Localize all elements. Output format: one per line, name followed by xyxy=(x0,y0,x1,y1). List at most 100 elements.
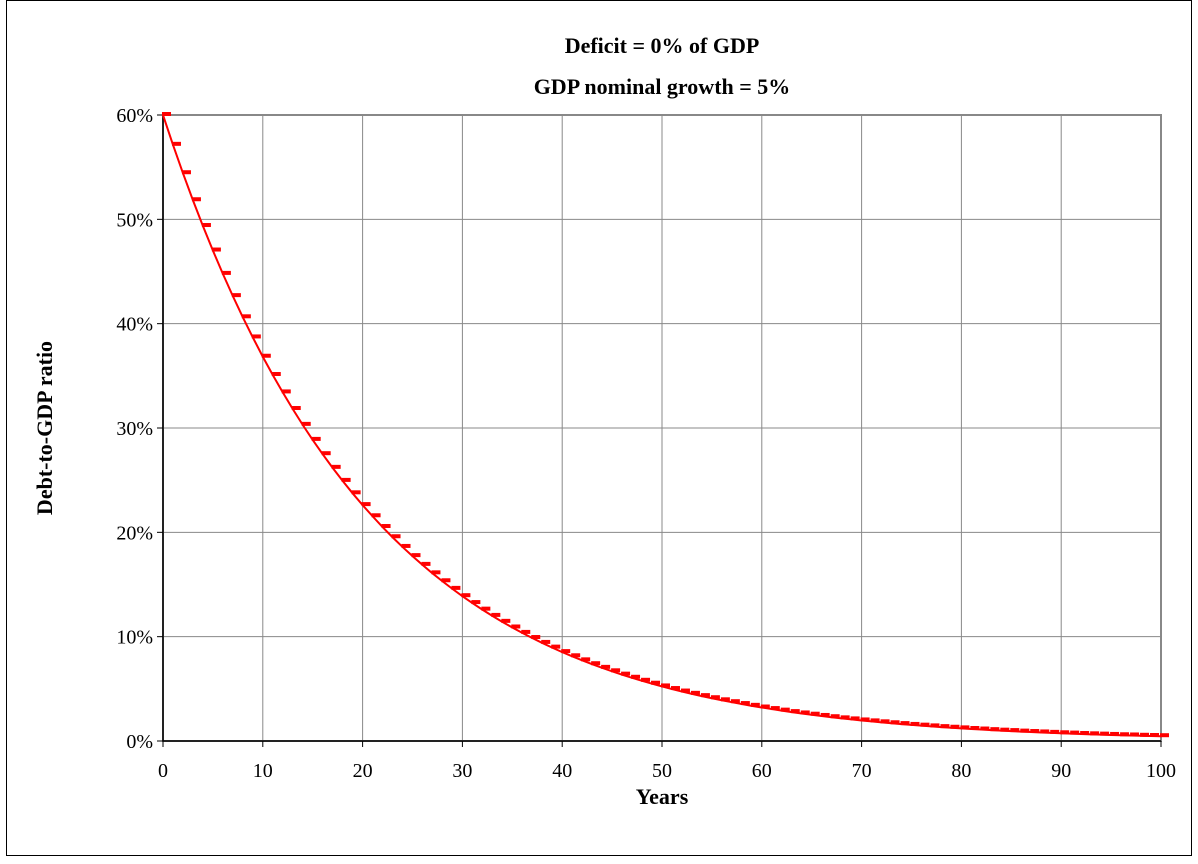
data-marker xyxy=(401,543,411,548)
x-tick-label: 0 xyxy=(158,760,168,782)
data-marker xyxy=(1040,729,1050,734)
data-marker xyxy=(661,683,670,688)
data-marker xyxy=(890,720,900,725)
data-marker xyxy=(990,727,1000,732)
data-marker xyxy=(960,725,970,730)
data-marker xyxy=(830,714,840,719)
data-marker xyxy=(501,618,511,623)
data-marker xyxy=(261,353,271,358)
data-marker xyxy=(361,502,371,507)
data-marker xyxy=(391,534,401,539)
data-marker xyxy=(1140,732,1150,737)
x-tick-label: 20 xyxy=(353,760,373,782)
y-tick-label: 50% xyxy=(116,209,153,231)
y-tick-label: 0% xyxy=(126,731,153,753)
data-marker xyxy=(1120,732,1130,737)
data-marker xyxy=(451,585,461,590)
data-marker xyxy=(551,644,561,649)
y-tick-label: 30% xyxy=(116,418,153,440)
x-tick-label: 60 xyxy=(752,760,772,782)
data-marker xyxy=(1050,729,1060,734)
data-marker xyxy=(521,629,531,634)
y-tick-label: 20% xyxy=(116,522,153,544)
data-marker xyxy=(211,247,221,252)
x-tick-label: 70 xyxy=(852,760,872,782)
data-marker xyxy=(920,722,930,727)
data-marker xyxy=(571,653,581,658)
data-marker xyxy=(162,112,171,116)
data-marker xyxy=(311,436,321,441)
data-marker xyxy=(850,716,860,721)
data-marker xyxy=(271,371,281,376)
data-marker xyxy=(950,724,960,729)
data-marker xyxy=(730,699,740,704)
y-axis-label: Debt-to-GDP ratio xyxy=(32,341,57,515)
data-marker xyxy=(700,693,710,698)
data-marker xyxy=(591,661,601,666)
x-axis-label: Years xyxy=(636,784,689,809)
data-marker xyxy=(471,600,481,605)
data-marker xyxy=(790,709,800,714)
data-marker xyxy=(351,490,361,495)
data-marker xyxy=(980,726,990,731)
data-marker xyxy=(631,674,641,679)
data-marker xyxy=(581,657,591,662)
data-marker xyxy=(910,721,920,726)
data-marker xyxy=(1070,730,1080,735)
data-marker xyxy=(1160,733,1169,738)
data-marker xyxy=(381,524,391,529)
data-marker xyxy=(481,606,491,611)
data-marker xyxy=(411,553,421,558)
data-marker xyxy=(301,421,311,426)
data-marker xyxy=(770,706,780,711)
data-marker xyxy=(1030,729,1040,734)
data-marker xyxy=(680,688,690,693)
data-marker xyxy=(880,719,890,724)
data-marker xyxy=(840,715,850,720)
data-marker xyxy=(601,664,611,669)
data-marker xyxy=(621,671,631,676)
data-marker xyxy=(171,141,181,146)
data-marker xyxy=(1150,732,1160,737)
data-marker xyxy=(371,513,381,518)
data-marker xyxy=(241,314,251,319)
x-tick-label: 90 xyxy=(1051,760,1071,782)
data-marker xyxy=(291,406,301,411)
data-marker xyxy=(810,711,820,716)
data-marker xyxy=(651,680,661,685)
data-marker xyxy=(930,723,940,728)
data-marker xyxy=(231,293,241,298)
data-marker xyxy=(251,334,261,339)
chart-subtitle: GDP nominal growth = 5% xyxy=(534,74,791,99)
x-tick-label: 50 xyxy=(652,760,672,782)
data-marker xyxy=(181,170,191,175)
data-marker xyxy=(970,726,980,731)
data-marker xyxy=(800,710,810,715)
data-marker xyxy=(1020,728,1030,733)
data-marker xyxy=(690,690,700,695)
data-marker xyxy=(341,477,351,482)
data-marker xyxy=(431,570,441,575)
y-tick-label: 10% xyxy=(116,627,153,649)
data-marker xyxy=(491,612,501,617)
y-tick-label: 60% xyxy=(116,105,153,127)
data-marker xyxy=(281,389,291,394)
data-marker xyxy=(1100,731,1110,736)
data-marker xyxy=(201,223,211,228)
data-marker xyxy=(531,635,541,640)
data-marker xyxy=(750,702,760,707)
data-marker xyxy=(421,561,431,566)
data-marker xyxy=(441,578,451,583)
data-marker xyxy=(221,270,231,275)
data-marker xyxy=(740,701,750,706)
data-marker xyxy=(940,724,950,729)
data-marker xyxy=(820,712,830,717)
data-marker xyxy=(1090,731,1100,736)
x-tick-label: 10 xyxy=(253,760,273,782)
data-marker xyxy=(1060,730,1070,735)
data-marker xyxy=(710,695,720,700)
x-tick-label: 100 xyxy=(1146,760,1176,782)
data-marker xyxy=(461,593,471,598)
data-marker xyxy=(780,707,790,712)
